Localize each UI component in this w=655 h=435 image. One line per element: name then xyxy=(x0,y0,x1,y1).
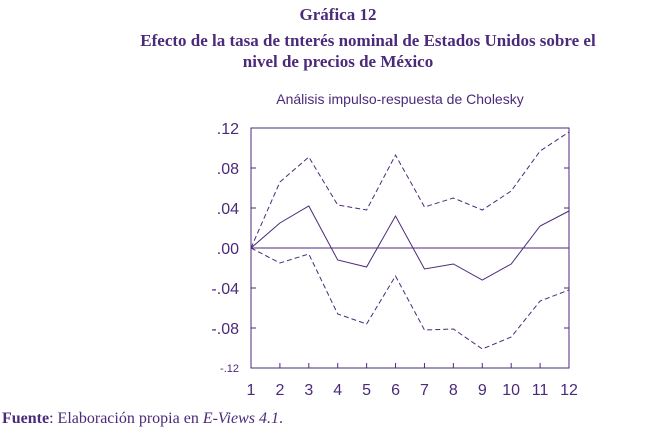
x-tick-label: 7 xyxy=(420,382,429,399)
x-tick-label: 12 xyxy=(560,382,578,399)
y-tick-label: -.12 xyxy=(220,363,239,375)
figure-title-line2: nivel de precios de México xyxy=(242,52,434,71)
y-tick-label: .08 xyxy=(217,161,239,178)
source-text: : Elaboración propia en xyxy=(49,410,203,427)
source-note: Fuente: Elaboración propia en E-Views 4.… xyxy=(2,410,283,428)
y-tick-label: .00 xyxy=(217,241,239,258)
x-tick-label: 8 xyxy=(449,382,458,399)
x-tick-label: 9 xyxy=(478,382,487,399)
x-tick-label: 4 xyxy=(333,382,342,399)
impulse-response-line xyxy=(250,205,570,281)
source-label: Fuente xyxy=(2,410,50,427)
y-tick-label: .04 xyxy=(217,201,239,218)
x-tick-label: 2 xyxy=(275,382,284,399)
y-tick-label: -.04 xyxy=(211,281,239,298)
x-tick-label: 1 xyxy=(247,382,256,399)
x-tick-label: 11 xyxy=(532,382,549,399)
x-tick-label: 5 xyxy=(362,382,371,399)
confidence-band-line-1 xyxy=(250,131,570,249)
x-tick-label: 6 xyxy=(391,382,400,399)
y-tick-label: .12 xyxy=(217,121,239,138)
y-tick-label: -.08 xyxy=(211,321,239,338)
chart-title: Análisis impulso-respuesta de Cholesky xyxy=(276,91,524,107)
x-tick-label: 3 xyxy=(304,382,313,399)
source-software: E-Views 4.1 xyxy=(202,410,279,427)
x-tick-label: 10 xyxy=(502,382,520,399)
source-end: . xyxy=(278,410,283,427)
figure-number: Gráfica 12 xyxy=(299,5,377,24)
confidence-band-line-2 xyxy=(250,247,570,350)
figure-title-line1: Efecto de la tasa de tnterés nominal de … xyxy=(140,31,596,50)
